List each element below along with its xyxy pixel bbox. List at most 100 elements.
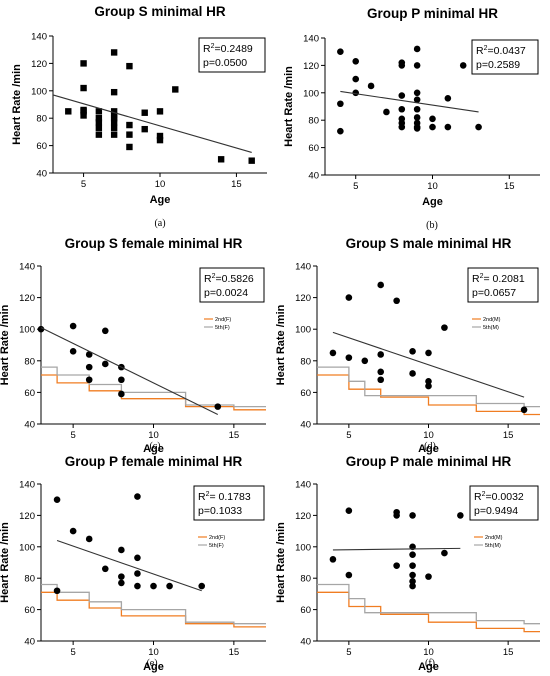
data-point [217,156,225,163]
data-point [383,108,390,116]
data-point [37,325,45,333]
data-point [377,351,385,358]
x-tick-label: 15 [229,430,240,441]
data-point [85,535,93,543]
data-point [352,57,360,65]
data-point [425,382,432,390]
x-tick-label: 15 [503,647,514,658]
data-point [95,115,103,122]
legend-label: 2nd(F) [215,317,231,323]
p-value-text: p=0.9494 [474,505,518,517]
data-point [141,109,148,116]
data-point [53,496,61,504]
regression-line [340,90,479,113]
x-axis-label: Age [143,661,164,673]
data-point [413,96,421,103]
x-axis-label: Age [418,443,439,455]
data-point [141,125,148,133]
y-tick-label: 40 [24,637,35,648]
data-point [398,92,406,99]
legend-label: 2nd(F) [209,535,225,541]
reference-line-5th [317,366,540,408]
panel-label: (b) [426,220,438,231]
legend-label: 5th(M) [483,325,499,331]
data-point [429,123,436,131]
stats-box [469,485,539,521]
y-tick-label: 40 [36,169,47,180]
data-point [444,94,452,102]
legend-label: 5th(F) [215,325,230,331]
y-axis-label: Heart Rate /min [0,522,11,603]
y-tick-label: 80 [36,114,47,125]
p-value-text: p=0.0657 [472,287,516,299]
y-tick-label: 100 [295,325,311,336]
data-point [80,108,87,115]
y-tick-label: 100 [19,542,35,553]
regression-line [332,331,525,398]
data-point [393,297,400,305]
y-axis-label: Heart Rate /min [0,304,11,385]
data-point [69,348,77,355]
data-point [329,349,337,357]
y-tick-label: 120 [295,293,311,304]
data-point [101,327,109,335]
legend-label: 5th(F) [209,543,224,549]
panel-label: (c) [149,441,160,452]
data-point [444,123,452,131]
reference-line-5th [317,583,540,625]
y-axis-label: Heart Rate /min [283,66,295,147]
data-point [65,108,72,115]
data-point [413,45,421,53]
x-tick-label: 10 [148,430,159,441]
panel-label: (a) [154,218,165,229]
regression-line [332,547,461,551]
x-tick-label: 10 [423,430,434,441]
chart-title: Group P female minimal HR [65,454,243,469]
y-tick-label: 140 [295,480,311,491]
data-point [80,84,87,92]
data-point [80,60,87,67]
data-point [425,378,432,385]
data-point [329,556,337,563]
stats-box [198,37,266,73]
data-point [393,562,400,569]
r-squared-text: R2=0.5826 [204,273,254,285]
data-point [345,294,353,301]
y-axis-label: Heart Rate /min [11,64,23,145]
y-tick-label: 100 [31,86,47,97]
data-point [413,114,421,121]
data-point [409,348,416,355]
data-point [377,376,385,384]
y-tick-label: 40 [300,420,311,431]
y-tick-label: 120 [19,511,35,522]
data-point [118,579,125,587]
data-point [361,357,369,365]
data-point [156,136,164,144]
data-point [118,546,125,554]
data-point [69,322,77,330]
y-tick-label: 80 [24,356,35,367]
data-point [110,124,118,131]
data-point [457,512,464,519]
data-point [413,89,421,97]
data-point [198,582,206,590]
data-point [166,582,173,590]
data-point [345,507,353,514]
data-point [413,105,421,113]
reference-line-5th [41,583,266,625]
x-axis-label: Age [143,443,164,455]
y-tick-label: 80 [300,356,311,367]
legend-label: 2nd(M) [485,535,503,541]
data-point [413,62,421,69]
data-point [110,115,118,122]
y-tick-label: 80 [300,574,311,585]
regression-line [40,327,219,416]
x-tick-label: 5 [81,179,86,190]
data-point [95,131,103,138]
data-point [126,131,133,138]
data-point [441,549,448,557]
data-point [345,571,353,579]
regression-line [52,94,252,153]
y-tick-label: 60 [300,605,311,616]
